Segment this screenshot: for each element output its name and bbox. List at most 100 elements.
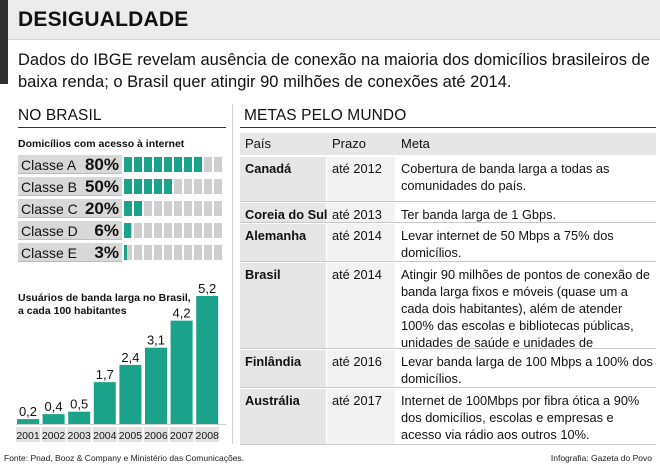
class-cells: [124, 157, 224, 172]
cell-bg-meta: [396, 224, 656, 261]
chart-value-label: 1,7: [96, 367, 114, 382]
cell-bg-meta: [396, 203, 656, 222]
chart-value-label: 5,2: [198, 281, 216, 296]
section-title-metas: METAS PELO MUNDO: [244, 107, 407, 124]
source-note: Fonte: Pnad, Booz & Company e Ministério…: [4, 453, 245, 463]
chart-tick-label: 2002: [42, 430, 66, 442]
chart-tick-label: 2005: [119, 430, 143, 442]
cell-pais: Finlândia: [245, 354, 302, 369]
table-row: Coreia do Sul até 2013 Ter banda larga de …: [240, 202, 656, 222]
class-row: Classe B 50%: [18, 177, 224, 196]
chart-bar: [170, 320, 193, 424]
cell-pais: Alemanha: [245, 228, 307, 243]
class-cell: [154, 179, 162, 194]
chart-tick-label: 2007: [170, 430, 194, 442]
section-rule-right: [240, 127, 656, 128]
class-cell: [214, 157, 222, 172]
class-cell: [134, 157, 142, 172]
classes-chart-label: Domicílios com acesso à internet: [18, 138, 185, 150]
cell-bg-prazo: [327, 157, 395, 201]
class-cell: [164, 201, 172, 216]
chart-baseline: [16, 424, 226, 425]
lead-paragraph: Dados do IBGE revelam ausência de conexã…: [18, 51, 650, 91]
cell-bg-pais: [240, 350, 326, 387]
class-cells: [124, 245, 224, 260]
class-cell: [164, 245, 172, 260]
class-cell-partial: [124, 223, 131, 238]
table-row: Austrália até 2017 Internet de 100Mbps por…: [240, 388, 656, 444]
table-header: País Prazo Meta: [240, 133, 656, 155]
cell-bg-meta: [396, 157, 656, 201]
class-cell: [144, 179, 152, 194]
class-pct: 80%: [84, 155, 119, 174]
class-row: Classe E 3%: [18, 243, 224, 262]
chart-bar: [93, 382, 116, 424]
class-cell: [214, 223, 222, 238]
class-cell: [124, 245, 132, 260]
page-title: DESIGUALDADE: [18, 8, 189, 31]
chart-bar: [17, 419, 39, 424]
class-pct: 20%: [84, 199, 119, 218]
chart-tick-box: [118, 427, 143, 442]
table-row: Canadá até 2012 Cobertura de banda larga a…: [240, 156, 656, 201]
cell-meta: Internet de 100Mbps por fibra ótica a 90…: [401, 393, 640, 442]
cell-meta: Ter banda larga de 1 Gbps.: [401, 207, 557, 222]
chart-bar: [145, 347, 167, 424]
cell-bg-prazo: [327, 203, 395, 222]
class-cell: [184, 179, 192, 194]
class-cell: [204, 245, 212, 260]
column-divider: [232, 104, 233, 444]
broadband-bar-chart: 0,2 2001 0,4 2002 0,5 2003 1,7 2004 2,4 2005 3,1 20…: [16, 281, 226, 442]
row-separator: [240, 261, 656, 262]
cell-pais: Brasil: [245, 267, 281, 282]
class-label-box: Classe B 50%: [18, 177, 122, 196]
cell-meta: Cobertura de banda larga a todas as comu…: [401, 161, 610, 193]
cell-bg-meta: [396, 263, 656, 348]
cell-prazo: até 2017: [332, 393, 382, 408]
class-cell: [174, 179, 182, 194]
cell-pais: Canadá: [245, 161, 292, 176]
row-separator: [240, 201, 656, 202]
chart-tick-box: [92, 427, 117, 442]
chart-value-label: 3,1: [147, 333, 165, 348]
class-cell: [124, 179, 132, 194]
class-cell: [214, 245, 222, 260]
row-separator: [240, 348, 656, 349]
chart-tick-box: [67, 427, 92, 442]
class-name: Classe E: [21, 245, 78, 261]
class-cell: [134, 223, 142, 238]
cell-bg-meta: [396, 389, 656, 444]
class-cell: [144, 223, 152, 238]
cell-prazo: até 2016: [332, 354, 382, 369]
class-cell: [144, 157, 152, 172]
class-cell: [164, 179, 172, 194]
col-header-pais: País: [245, 136, 272, 151]
cell-meta: Levar banda larga de 100 Mbps a 100% dos…: [401, 354, 653, 386]
cell-prazo: até 2014: [332, 228, 382, 243]
class-cell: [164, 223, 172, 238]
broadband-chart-label-line2: a cada 100 habitantes: [18, 305, 127, 317]
class-name: Classe B: [21, 179, 78, 195]
class-cell: [194, 201, 202, 216]
chart-value-label: 0,2: [19, 404, 37, 419]
chart-value-label: 2,4: [121, 350, 139, 365]
class-name: Classe A: [21, 157, 77, 173]
class-cell: [194, 157, 202, 172]
class-cell: [184, 157, 192, 172]
class-cell: [154, 201, 162, 216]
class-cell: [194, 179, 202, 194]
class-cell: [184, 201, 192, 216]
cell-bg-pais: [240, 389, 326, 444]
chart-bar: [68, 411, 91, 424]
cell-bg-meta: [396, 350, 656, 387]
class-cell: [144, 201, 152, 216]
class-cell: [154, 157, 162, 172]
class-pct: 6%: [94, 221, 119, 240]
class-cell: [204, 201, 212, 216]
table-row: Finlândia até 2016 Levar banda larga de 10…: [240, 349, 656, 387]
cell-pais: Coreia do Sul: [245, 207, 328, 222]
class-cell: [134, 179, 142, 194]
chart-value-label: 4,2: [173, 306, 191, 321]
cell-prazo: até 2014: [332, 267, 382, 282]
broadband-chart-label-line1: Usuários de banda larga no Brasil,: [18, 292, 191, 304]
